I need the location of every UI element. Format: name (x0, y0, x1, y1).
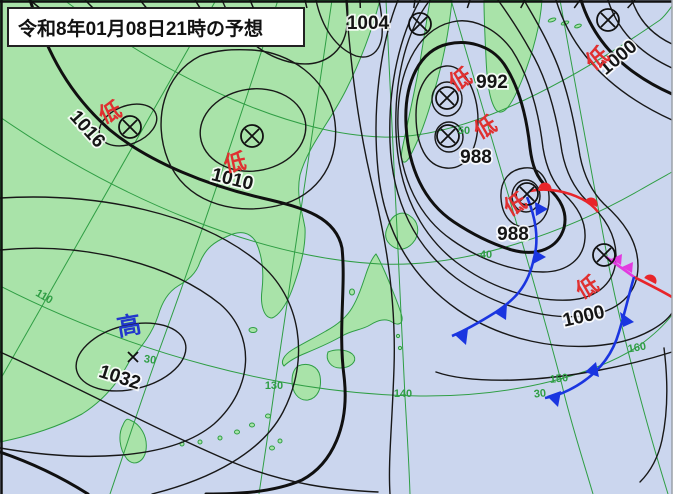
isobar-988s-loop (511, 179, 541, 213)
occluded-front-triangle-icon (611, 254, 622, 265)
occluded-front-triangle-icon (622, 262, 633, 273)
land-kyushu (291, 363, 321, 401)
grid-label: 40 (480, 249, 492, 261)
low-center-icon (408, 12, 432, 36)
pressure-label: 988 (497, 224, 529, 245)
grid-label: 50 (458, 125, 470, 137)
low-center-icon (240, 124, 264, 148)
isobar-line (397, 20, 586, 273)
cold-front-west (451, 196, 548, 345)
isobar-line (395, 0, 617, 301)
parallel-40n (0, 116, 673, 265)
map-title: 令和8年01月08日21時の予想 (18, 17, 263, 40)
meridian-110e (0, 0, 217, 381)
cold-front-triangle-icon (535, 202, 548, 216)
warm-front-dome-icon (644, 274, 657, 285)
right-margin (672, 0, 680, 494)
grid-label: 30 (143, 353, 157, 367)
pressure-label: 988 (460, 147, 492, 168)
isobar-bold (404, 41, 567, 254)
isobar-bold (579, 0, 674, 96)
center-symbols (118, 8, 620, 363)
warm-front (529, 182, 600, 213)
isobar-line (435, 351, 673, 381)
isobar-992-loop (431, 81, 463, 117)
isobar-line (0, 196, 300, 494)
meridian-150e (450, 0, 594, 494)
isobar-line (0, 351, 379, 493)
isobar-bold (28, 0, 347, 494)
cold-front-east (544, 276, 636, 407)
cold-front-triangle-icon (585, 362, 599, 377)
low-center-icon (118, 115, 142, 139)
pressure-label: 992 (476, 72, 508, 93)
isobar-line (160, 48, 337, 210)
land-northeast (483, 0, 543, 113)
isobar-1010-loop (199, 88, 307, 172)
isobar-line (639, 347, 668, 483)
meridian-130e (258, 0, 333, 494)
low-label: 低 (221, 148, 249, 177)
pressure-label: 1004 (347, 13, 390, 34)
grid-label: 160 (627, 340, 647, 355)
cold-front-triangle-icon (620, 312, 634, 327)
isobar-bold (0, 450, 90, 494)
cold-front-triangle-icon (455, 329, 468, 345)
isobar-line (500, 167, 550, 228)
grid-label: 150 (549, 372, 569, 386)
isobar-line (0, 247, 247, 458)
cold-front-triangle-icon (533, 250, 546, 264)
isobar-line (415, 65, 479, 169)
pressure-labels: 1004 1016 1010 992 988 988 1000 1000 103… (63, 11, 643, 396)
grid-label: 130 (265, 380, 283, 392)
isobar-line (345, 0, 395, 494)
warm-front-dome-icon (585, 197, 598, 208)
high-label: 高 (115, 310, 143, 342)
title-box: 令和8年01月08日21時の予想 (7, 7, 305, 47)
isobar-line (389, 0, 639, 318)
grid-label: 140 (394, 388, 412, 400)
land-taiwan (119, 418, 147, 464)
isobar-line (315, 0, 383, 58)
land-honshu (281, 253, 403, 367)
isobar-988n-loop (434, 121, 464, 153)
low-center-icon (592, 243, 616, 267)
cold-front-triangle-icon (547, 391, 561, 407)
isobar-line (631, 0, 673, 45)
low-center-icon (436, 124, 460, 148)
parallel-30n (0, 285, 673, 397)
grid-label: 30 (533, 387, 546, 400)
warm-front-extension (633, 274, 673, 299)
isobar-1016-loop (98, 103, 158, 147)
isobar-1032-loop (75, 322, 187, 392)
cold-front-triangle-icon (495, 304, 507, 320)
low-center-icon (515, 182, 539, 206)
warm-front-dome-icon (538, 182, 552, 190)
meridian-120e (109, 0, 279, 494)
isobar-line (555, 0, 673, 121)
low-center-icon (596, 8, 620, 32)
fronts (451, 182, 673, 407)
meridian-160e (559, 0, 669, 494)
high-center-icon (127, 351, 139, 363)
low-center-icon (435, 86, 459, 110)
